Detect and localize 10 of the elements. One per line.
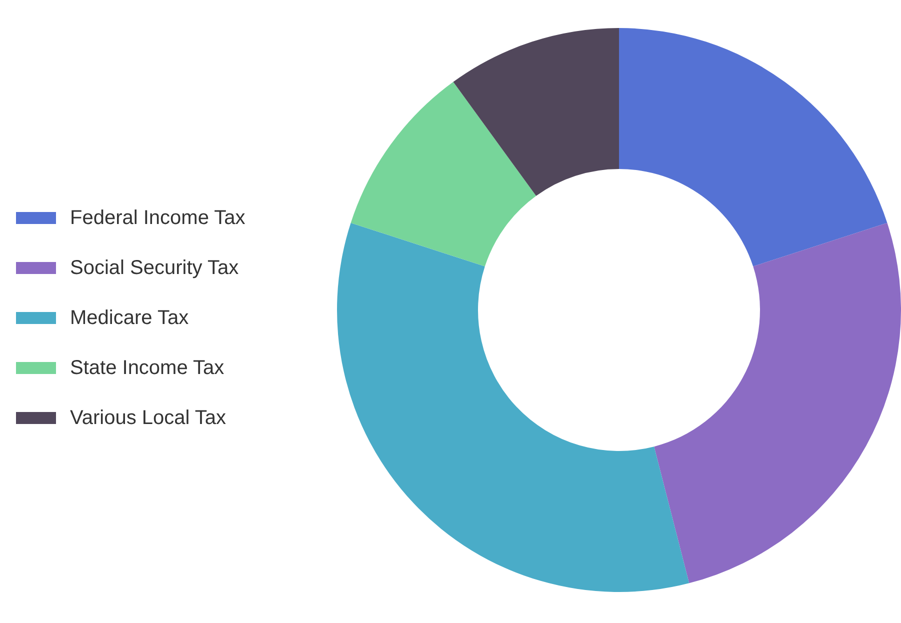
donut-slice	[619, 28, 888, 266]
legend-label: Federal Income Tax	[70, 207, 246, 229]
legend-label: Social Security Tax	[70, 257, 239, 279]
legend-label: Medicare Tax	[70, 307, 189, 329]
legend-label: State Income Tax	[70, 357, 224, 379]
donut-slice	[350, 82, 536, 266]
donut-slice	[453, 28, 619, 196]
legend-label: Various Local Tax	[70, 407, 226, 429]
donut-slice	[338, 222, 690, 592]
donut-slice	[654, 222, 900, 584]
